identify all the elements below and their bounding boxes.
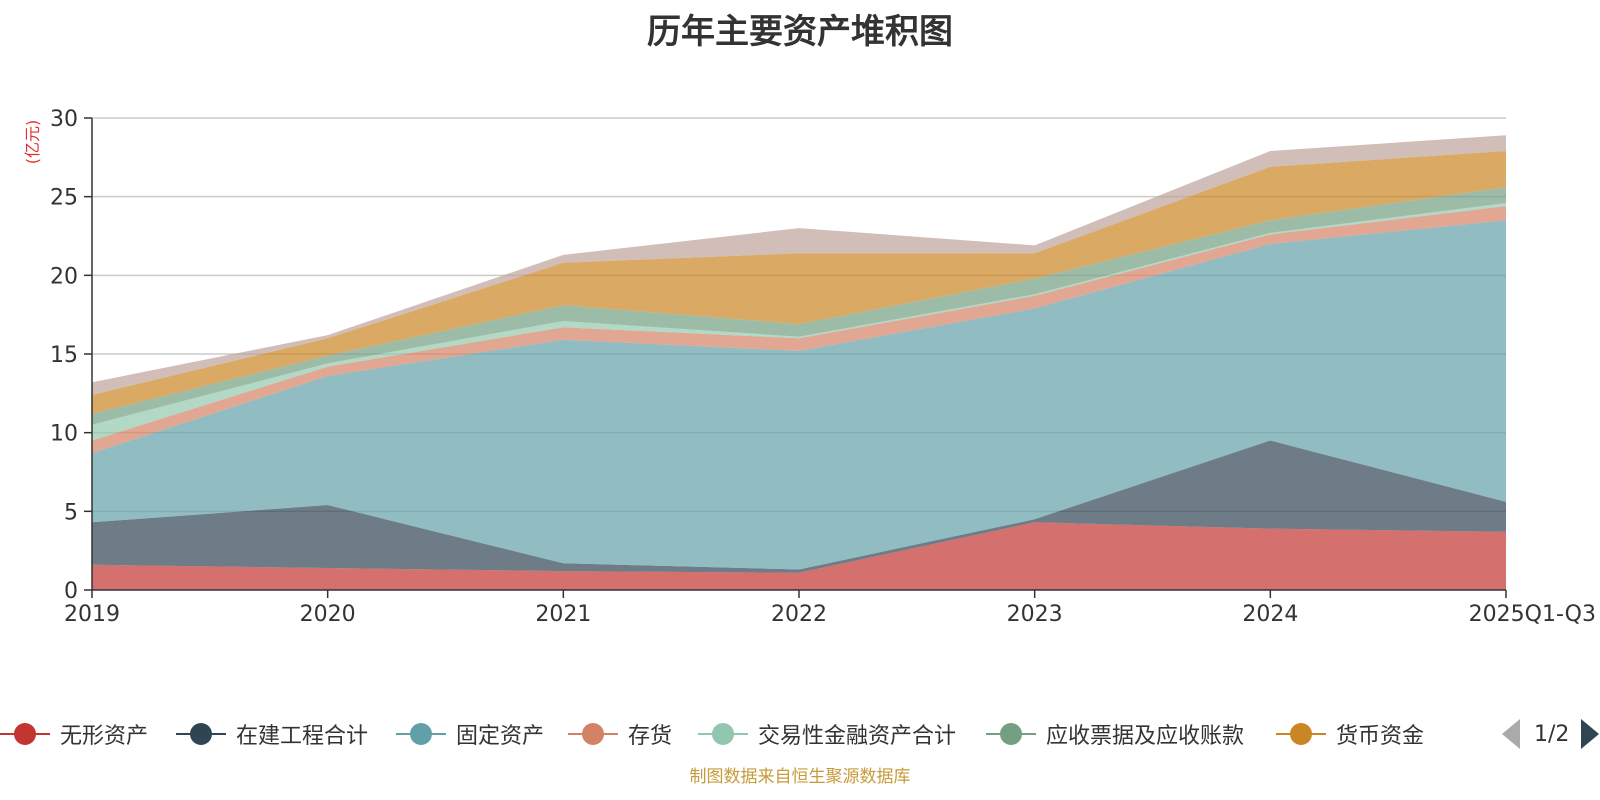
source-footer: 制图数据来自恒生聚源数据库 [689,767,911,787]
legend-item[interactable]: 货币资金 [1276,718,1424,750]
x-tick-label: 2025Q1-Q3 [1469,602,1596,627]
legend-pager: 1/2 [1502,718,1600,750]
area-series-2 [92,220,1506,570]
legend-swatch-icon [698,718,748,750]
legend-label: 无形资产 [60,724,149,749]
y-axis-unit-label: (亿元) [23,120,42,165]
legend-swatch-icon [1276,718,1326,750]
legend-prev-arrow-icon[interactable] [1502,719,1520,749]
legend-label: 固定资产 [456,724,545,749]
area-series-0 [92,522,1506,590]
legend-label: 应收票据及应收账款 [1046,724,1245,749]
chart-plot: 0 5 10 15 20 25 30 2019 2020 2021 2022 2023 2024 2025… [23,107,1596,627]
x-tick-label: 2019 [64,602,120,627]
legend-item[interactable]: 应收票据及应收账款 [986,718,1244,750]
legend-item[interactable]: 无形资产 [0,718,148,750]
legend-label: 交易性金融资产合计 [758,724,957,749]
legend-page-indicator: 1/2 [1534,721,1570,747]
legend-label: 在建工程合计 [236,724,369,749]
x-tick-label: 2020 [300,602,356,627]
legend-swatch-icon [0,718,50,750]
legend: 无形资产 在建工程合计 固定资产 存货 交易性金融资产合计 应收票据及应收账款 货币资金 [0,718,1600,758]
x-tick-label: 2021 [535,602,591,627]
y-tick-label: 5 [64,500,78,525]
area-series-7 [92,135,1506,395]
y-tick-label: 10 [50,422,78,447]
legend-swatch-icon [986,718,1036,750]
chart-title: 历年主要资产堆积图 [647,12,953,52]
y-tick-label: 0 [64,579,78,604]
y-tick-label: 15 [50,343,78,368]
legend-swatch-icon [396,718,446,750]
y-tick-label: 30 [50,107,78,132]
area-series-5 [92,187,1506,425]
legend-next-arrow-icon[interactable] [1581,719,1600,749]
x-tick-label: 2024 [1242,602,1298,627]
legend-item[interactable]: 固定资产 [396,718,544,750]
legend-label: 货币资金 [1336,724,1425,749]
legend-swatch-icon [176,718,226,750]
y-tick-label: 25 [50,186,78,211]
axes: 0 5 10 15 20 25 30 2019 2020 2021 2022 2023 2024 2025… [50,107,1596,627]
area-series-6 [92,151,1506,414]
area-series-1 [92,440,1506,573]
area-series-3 [92,206,1506,454]
legend-item[interactable]: 存货 [568,718,672,750]
area-series [92,135,1506,590]
x-tick-label: 2023 [1007,602,1063,627]
x-tick-label: 2022 [771,602,827,627]
y-tick-label: 20 [50,264,78,289]
legend-label: 存货 [628,724,673,749]
legend-item[interactable]: 在建工程合计 [176,718,368,750]
legend-item[interactable]: 交易性金融资产合计 [698,718,956,750]
legend-swatch-icon [568,718,618,750]
